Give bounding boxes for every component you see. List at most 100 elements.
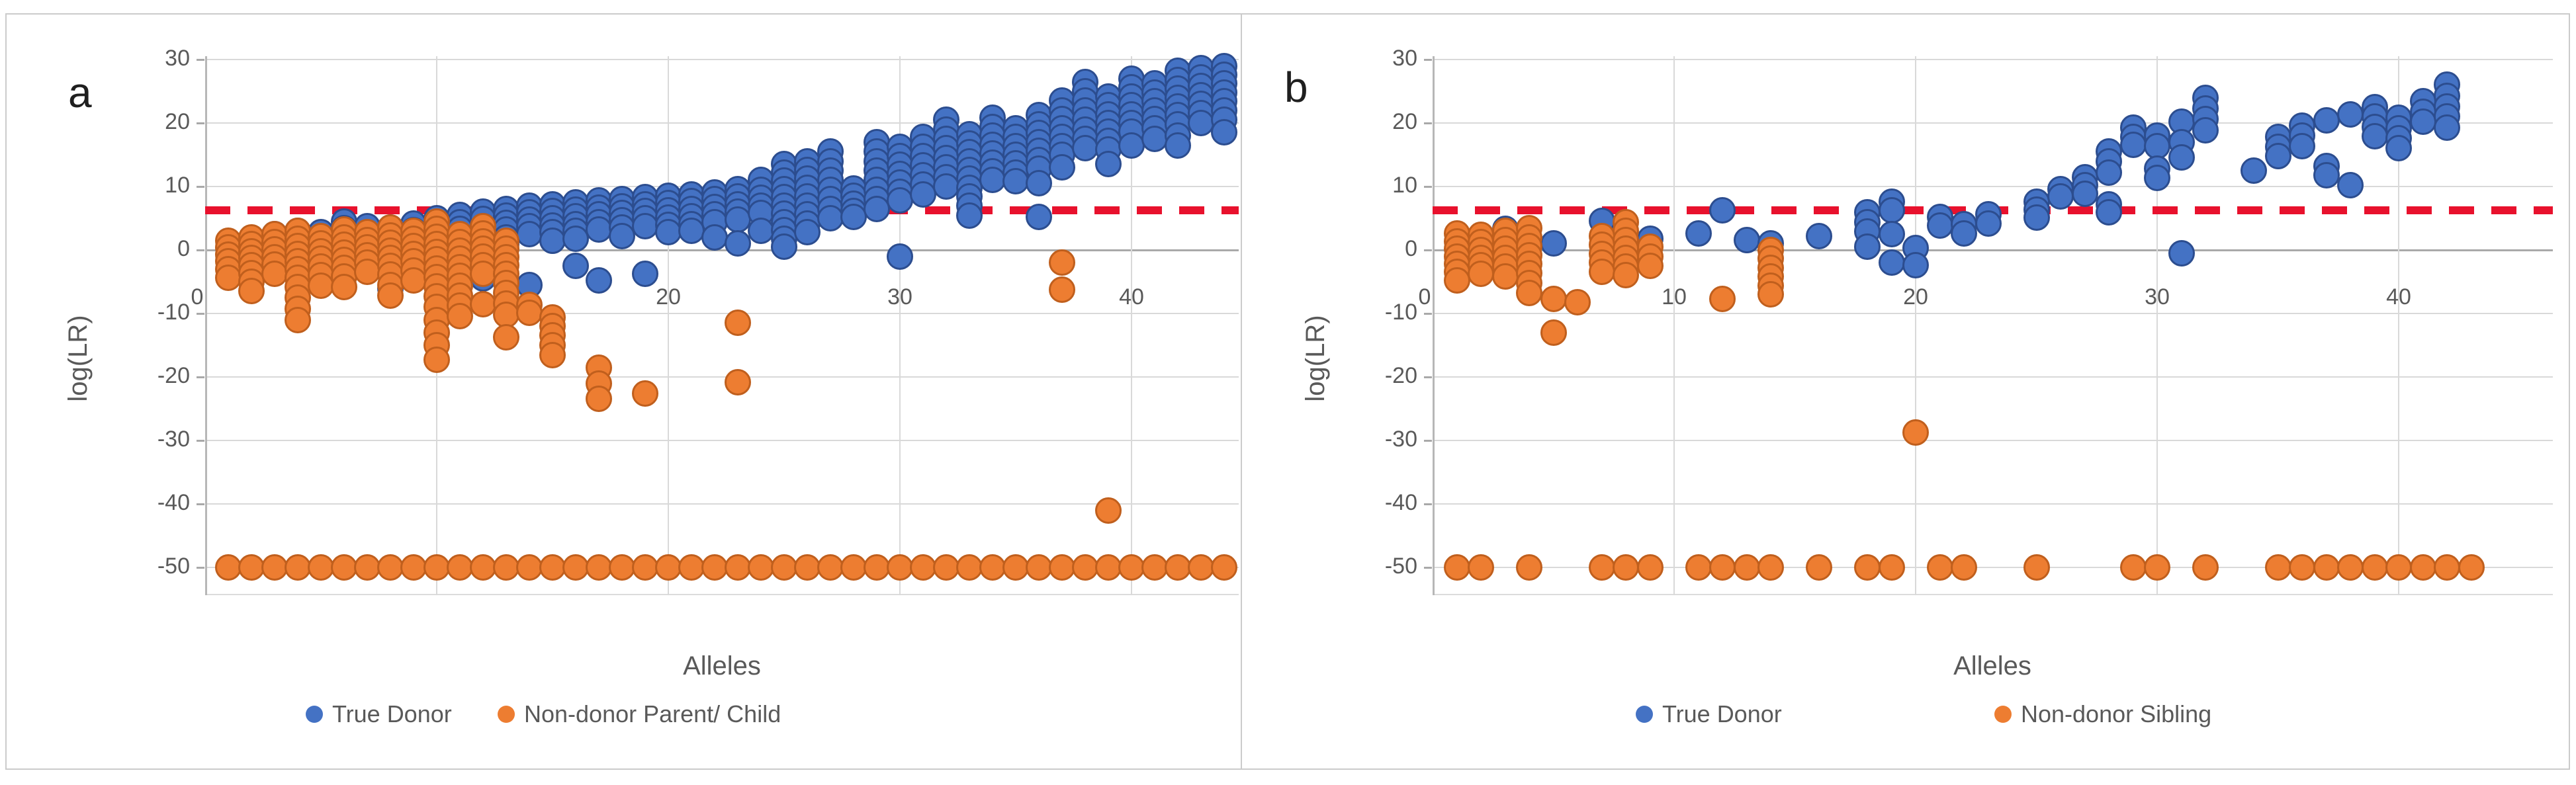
y-tick-label: 30	[165, 46, 190, 71]
scatter-point-non-donor	[261, 554, 288, 581]
y-tick-mark	[1424, 59, 1432, 61]
gridline-y	[1433, 503, 2553, 505]
scatter-point-true-donor	[933, 173, 959, 200]
scatter-point-non-donor	[562, 554, 589, 581]
scatter-point-non-donor	[1588, 258, 1615, 285]
scatter-point-non-donor	[377, 554, 404, 581]
scatter-point-true-donor	[2192, 116, 2219, 144]
gridline-y	[1433, 59, 2553, 60]
y-tick-label: -40	[1384, 490, 1417, 515]
x-tick-label: 30	[2145, 284, 2170, 310]
scatter-point-true-donor	[910, 181, 936, 208]
scatter-point-true-donor	[794, 219, 821, 246]
scatter-point-non-donor	[1468, 261, 1494, 288]
scatter-point-true-donor	[817, 205, 844, 231]
panel-divider	[1241, 15, 1242, 768]
scatter-point-non-donor	[423, 554, 450, 581]
legend-label-non-donor-b: Non-donor Sibling	[2021, 700, 2212, 727]
scatter-point-non-donor	[1733, 554, 1760, 581]
scatter-point-true-donor	[701, 224, 728, 251]
scatter-point-true-donor	[562, 253, 589, 279]
x-tick-label: 0	[191, 284, 204, 310]
scatter-point-true-donor	[1095, 151, 1122, 178]
y-tick-label: -20	[157, 363, 190, 388]
scatter-point-non-donor	[331, 273, 357, 300]
x-tick-label: 20	[656, 284, 681, 310]
scatter-point-non-donor	[1854, 554, 1881, 581]
scatter-point-non-donor	[493, 324, 519, 351]
scatter-point-true-donor	[1854, 233, 1881, 261]
plot-bottom-border	[205, 594, 1239, 595]
scatter-point-true-donor	[1026, 204, 1052, 231]
gridline-x	[2156, 56, 2158, 595]
y-tick-label: 0	[177, 236, 190, 261]
scatter-point-non-donor	[493, 554, 519, 581]
scatter-point-non-donor	[331, 554, 357, 581]
y-tick-label: -50	[1384, 554, 1417, 579]
scatter-point-non-donor	[1516, 280, 1542, 307]
scatter-point-non-donor	[1165, 554, 1191, 581]
scatter-point-non-donor	[1878, 554, 1905, 581]
legend-marker-true-donor-a	[306, 706, 323, 723]
y-tick-mark	[1424, 567, 1432, 569]
scatter-point-non-donor	[2313, 554, 2340, 581]
scatter-point-non-donor	[655, 554, 682, 581]
scatter-point-non-donor	[516, 554, 543, 581]
scatter-point-non-donor	[261, 261, 288, 288]
scatter-point-true-donor	[2385, 135, 2412, 162]
scatter-point-true-donor	[632, 261, 658, 288]
scatter-point-non-donor	[1636, 253, 1664, 279]
plot-bottom-border	[1433, 594, 2553, 595]
scatter-point-true-donor	[2409, 108, 2436, 136]
y-tick-mark	[1424, 440, 1432, 442]
gridline-y	[205, 313, 1239, 314]
scatter-point-non-donor	[1564, 288, 1591, 315]
scatter-point-true-donor	[956, 202, 983, 229]
scatter-point-true-donor	[2144, 164, 2170, 191]
y-tick-label: -10	[157, 300, 190, 325]
scatter-point-true-donor	[1733, 226, 1760, 253]
scatter-point-non-donor	[1443, 554, 1470, 581]
scatter-point-non-donor	[2434, 554, 2460, 581]
gridline-x	[1673, 56, 1675, 595]
scatter-point-true-donor	[2096, 199, 2122, 226]
gridline-y	[1433, 440, 2553, 441]
scatter-point-non-donor	[887, 554, 913, 581]
scatter-point-true-donor	[1540, 230, 1567, 257]
scatter-point-true-donor	[2047, 183, 2074, 210]
scatter-point-non-donor	[2337, 554, 2364, 581]
scatter-point-non-donor	[586, 554, 612, 581]
scatter-point-non-donor	[1951, 554, 1977, 581]
scatter-point-non-donor	[377, 282, 404, 310]
y-axis-title-b: log(LR)	[1301, 315, 1330, 402]
scatter-point-non-donor	[1613, 262, 1639, 289]
scatter-point-non-donor	[2385, 554, 2412, 581]
gridline-y	[205, 376, 1239, 378]
scatter-point-non-donor	[586, 385, 612, 412]
scatter-point-true-donor	[1878, 221, 1905, 247]
scatter-point-true-donor	[1141, 126, 1168, 152]
scatter-point-true-donor	[2264, 142, 2291, 169]
scatter-point-non-donor	[1072, 554, 1098, 581]
gridline-x	[899, 56, 901, 595]
scatter-point-non-donor	[1468, 554, 1494, 581]
scatter-point-true-donor	[632, 212, 658, 239]
y-tick-mark	[197, 186, 204, 188]
x-axis-line	[205, 249, 1239, 251]
gridline-y	[205, 122, 1239, 124]
y-tick-mark	[1424, 503, 1432, 505]
gridline-y	[1433, 313, 2553, 314]
scatter-point-non-donor	[400, 554, 427, 581]
y-axis-title-a: log(LR)	[64, 315, 93, 402]
scatter-point-non-donor	[817, 554, 844, 581]
scatter-point-true-donor	[840, 204, 867, 231]
scatter-point-non-donor	[632, 380, 658, 407]
scatter-point-true-donor	[2168, 239, 2195, 267]
scatter-point-non-donor	[979, 554, 1006, 581]
scatter-point-true-donor	[2337, 172, 2364, 199]
legend-label-non-donor-a: Non-donor Parent/ Child	[524, 700, 781, 727]
scatter-point-non-donor	[1443, 267, 1470, 294]
scatter-point-non-donor	[1540, 285, 1567, 312]
y-tick-label: 20	[1392, 109, 1417, 134]
